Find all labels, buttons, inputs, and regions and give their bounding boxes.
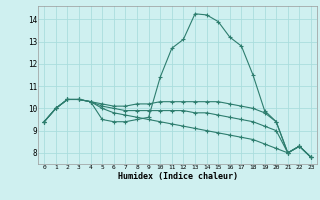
- X-axis label: Humidex (Indice chaleur): Humidex (Indice chaleur): [118, 172, 238, 181]
